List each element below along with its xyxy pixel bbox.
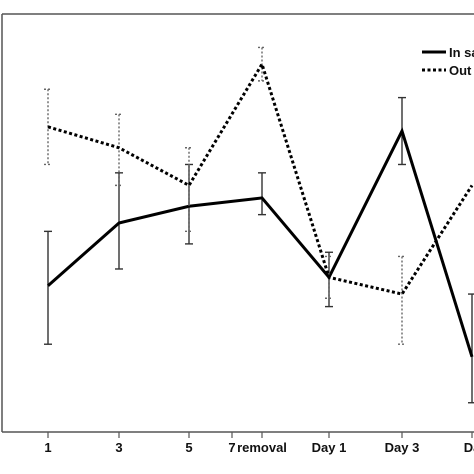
error-bar <box>44 230 52 345</box>
x-tick-label: Da <box>464 440 474 455</box>
legend-label: In sa <box>449 45 474 60</box>
series-layer <box>44 46 474 404</box>
x-tick-label: removal <box>237 440 287 455</box>
plot-frame <box>1 13 474 433</box>
x-tick-label: 7 <box>228 440 235 455</box>
series-line <box>47 60 474 296</box>
error-bar <box>115 113 123 187</box>
x-tick-label: 3 <box>115 440 122 455</box>
error-bar <box>468 293 474 404</box>
error-bar <box>258 172 266 216</box>
series-line <box>47 127 474 358</box>
error-bar <box>185 147 193 233</box>
legend: In sa Out <box>422 45 474 78</box>
series-out <box>44 46 474 345</box>
x-tick-label: Day 1 <box>312 440 347 455</box>
error-bar <box>115 172 123 270</box>
error-bar <box>398 255 406 345</box>
x-tick-label: Day 3 <box>385 440 420 455</box>
series-in-sa <box>44 96 474 404</box>
x-tick-label: 5 <box>185 440 192 455</box>
x-tick-label: 1 <box>44 440 51 455</box>
legend-label: Out <box>449 63 472 78</box>
